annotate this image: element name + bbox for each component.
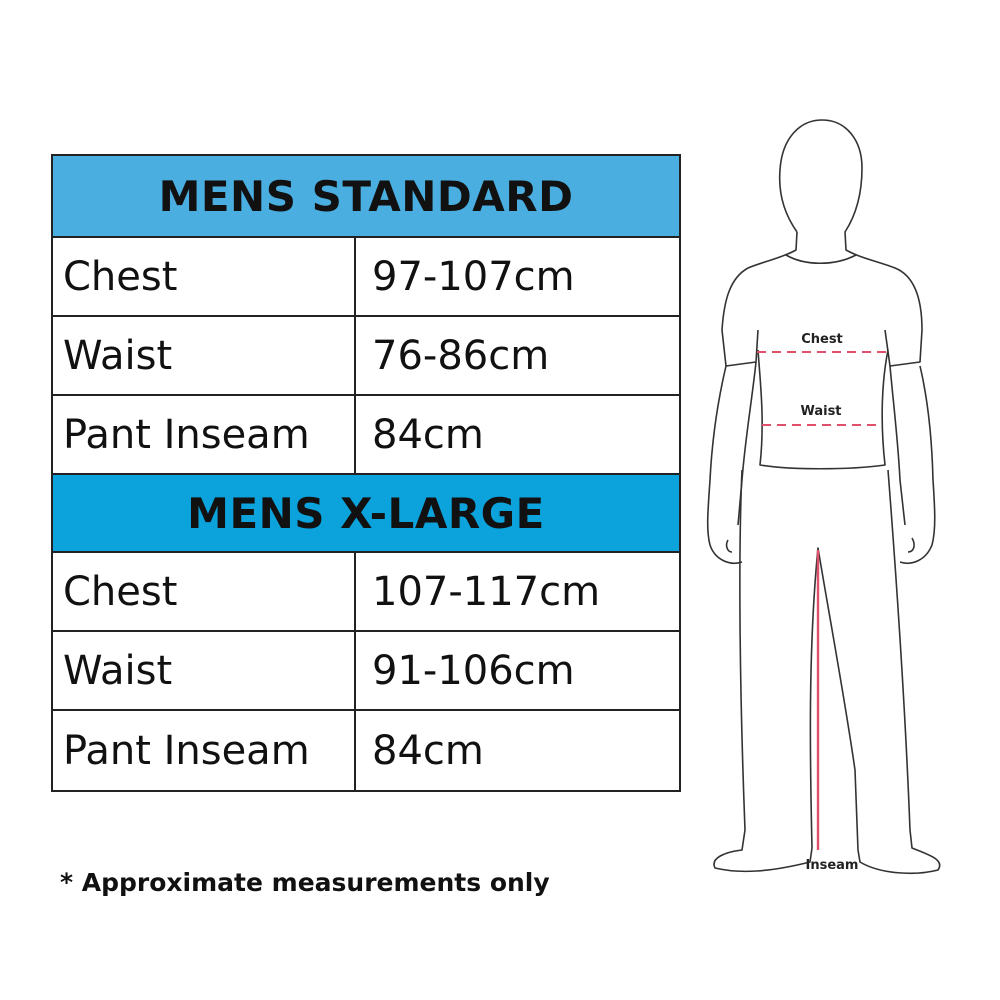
row-value: 84cm (372, 727, 484, 774)
table-row: Pant Inseam 84cm (53, 396, 679, 475)
row-label: Chest (53, 553, 356, 630)
table-row: Chest 107-117cm (53, 553, 679, 632)
table-row: Pant Inseam 84cm (53, 711, 679, 790)
man-outline (706, 119, 941, 875)
mens-standard-header: MENS STANDARD (53, 156, 679, 238)
measurement-lines (757, 351, 890, 850)
row-label: Chest (53, 238, 356, 315)
row-value: 107-117cm (372, 568, 601, 615)
row-label: Waist (53, 317, 356, 394)
table-row: Waist 91-106cm (53, 632, 679, 711)
row-label: Pant Inseam (53, 396, 356, 473)
mens-xlarge-header: MENS X-LARGE (53, 475, 679, 553)
size-chart-table: MENS STANDARD Chest 97-107cm Waist 76-86cm… (51, 154, 681, 792)
waist-label: Waist (800, 404, 841, 419)
row-value: 97-107cm (372, 253, 575, 300)
row-value: 91-106cm (372, 647, 575, 694)
row-label: Waist (53, 632, 356, 709)
inseam-label: Inseam (806, 858, 859, 873)
footnote: * Approximate measurements only (60, 868, 550, 897)
table-row: Waist 76-86cm (53, 317, 679, 396)
table-row: Chest 97-107cm (53, 238, 679, 317)
row-label: Pant Inseam (53, 711, 356, 790)
row-value: 76-86cm (372, 332, 550, 379)
row-value: 84cm (372, 411, 484, 458)
chest-label: Chest (801, 332, 843, 347)
